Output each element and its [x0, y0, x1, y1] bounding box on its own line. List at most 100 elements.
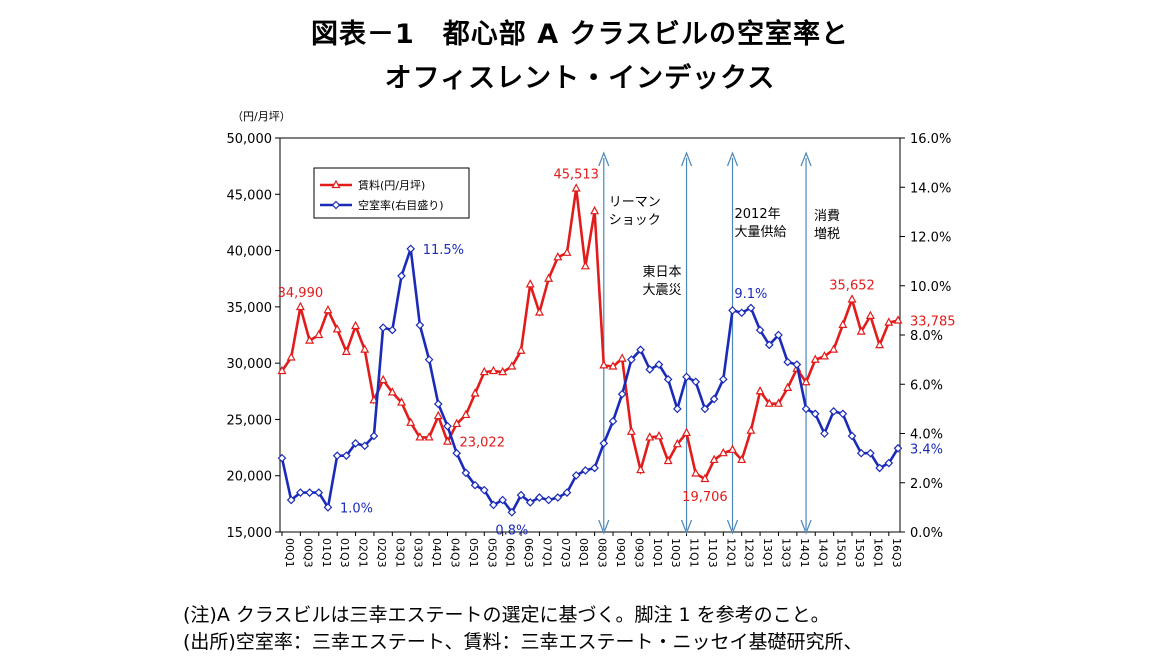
rent-point — [580, 261, 590, 270]
vacancy-point — [507, 507, 517, 517]
y-left-tick-label: 40,000 — [227, 245, 273, 260]
rent-point — [663, 455, 673, 465]
rent-point — [626, 426, 636, 435]
rent-point — [351, 320, 361, 330]
footnote-note: (注)A クラスビルは三幸エステートの選定に基づく。脚注 1 を参考のこと。 — [183, 604, 830, 626]
vacancy-point — [838, 409, 848, 419]
y-right-tick-label: 6.0% — [910, 378, 943, 393]
x-tick-label: 13Q1 — [761, 538, 774, 568]
vacancy-point — [562, 488, 572, 497]
event-arrow-down — [800, 519, 812, 535]
rent-point — [893, 315, 903, 324]
vacancy-point — [617, 389, 627, 399]
rent-point — [488, 365, 498, 375]
rent-point — [847, 294, 857, 303]
data-label: 9.1% — [734, 287, 767, 302]
rent-point — [498, 366, 508, 376]
vacancy-point — [332, 451, 342, 461]
vacancy-point — [866, 448, 875, 458]
y-right-tick-label: 14.0% — [910, 181, 951, 196]
rent-point — [544, 273, 554, 282]
vacancy-point — [718, 374, 728, 384]
vacancy-point — [489, 500, 498, 510]
x-tick-label: 05Q1 — [467, 538, 480, 568]
x-tick-label: 10Q1 — [651, 538, 664, 568]
vacancy-point — [516, 490, 526, 500]
event-arrow-up — [598, 151, 610, 167]
rent-point — [865, 310, 875, 319]
y-left-tick-label: 35,000 — [227, 301, 273, 316]
vacancy-point — [608, 416, 618, 426]
vacancy-point — [314, 488, 324, 497]
vacancy-point — [755, 325, 765, 335]
x-tick-label: 06Q1 — [504, 538, 517, 568]
x-tick-label: 08Q1 — [577, 538, 590, 568]
rent-point — [341, 346, 351, 355]
vacancy-point — [737, 308, 747, 318]
x-tick-label: 07Q1 — [540, 538, 553, 568]
legend-label: 賃料(円/月坪) — [358, 178, 425, 192]
vacancy-point — [406, 244, 416, 254]
rent-point — [323, 304, 333, 314]
event-arrow-up — [726, 151, 739, 167]
rent-point — [461, 409, 471, 419]
vacancy-point — [525, 498, 535, 507]
x-tick-label: 15Q3 — [853, 538, 866, 568]
rent-point — [452, 418, 462, 428]
event-label: 大震災 — [643, 283, 682, 298]
vacancy-point — [599, 439, 609, 448]
x-tick-label: 11Q1 — [688, 538, 701, 568]
rent-point — [415, 432, 425, 441]
rent-point — [442, 436, 452, 445]
vacancy-point — [801, 404, 811, 414]
y-right-tick-label: 0.0% — [910, 526, 943, 541]
rent-point — [764, 398, 774, 407]
vacancy-point — [663, 374, 673, 384]
rent-point — [636, 464, 646, 474]
rent-point — [819, 351, 829, 360]
x-tick-label: 08Q3 — [596, 538, 609, 568]
vacancy-point — [820, 429, 829, 438]
vacancy-point — [433, 399, 443, 409]
data-label: 0.8% — [495, 523, 528, 538]
x-tick-label: 10Q3 — [669, 538, 682, 568]
rent-point — [700, 473, 710, 483]
y-right-tick-label: 10.0% — [910, 280, 951, 295]
vacancy-point — [323, 503, 333, 512]
y-right-tick-label: 8.0% — [910, 329, 943, 344]
x-tick-label: 00Q1 — [283, 538, 296, 568]
rent-point — [875, 339, 885, 349]
event-label: ショック — [609, 213, 661, 228]
rent-point — [295, 301, 305, 311]
legend-label: 空室率(右目盛り) — [358, 198, 444, 212]
x-tick-label: 14Q1 — [798, 538, 811, 568]
event-label: リーマン — [609, 195, 661, 210]
rent-point — [810, 354, 820, 363]
rent-point — [286, 352, 296, 361]
event-arrow-up — [680, 151, 693, 167]
vacancy-point — [682, 372, 691, 382]
x-tick-label: 13Q3 — [779, 538, 792, 568]
y-left-unit-label: （円/月坪） — [232, 110, 291, 123]
rent-point — [562, 247, 572, 256]
y-right-tick-label: 16.0% — [910, 132, 951, 147]
legend-marker-triangle — [331, 179, 341, 189]
vacancy-point — [728, 306, 737, 315]
vacancy-point — [296, 488, 305, 497]
legend-box — [313, 167, 470, 219]
data-label: 34,990 — [278, 286, 324, 301]
rent-point — [470, 388, 480, 397]
vacancy-point — [553, 493, 563, 502]
vacancy-point — [893, 443, 903, 453]
chart-title-line2: オフィスレント・インデックス — [384, 63, 776, 94]
vacancy-point — [691, 377, 701, 387]
vacancy-point — [461, 468, 471, 478]
rent-point — [534, 307, 544, 316]
data-label: 45,513 — [553, 168, 599, 183]
event-label: 2012年 — [735, 207, 781, 222]
rent-point — [314, 329, 324, 339]
vacancy-point — [783, 357, 793, 367]
x-tick-label: 03Q1 — [393, 538, 406, 568]
vacancy-point — [535, 493, 544, 502]
event-arrow-up — [800, 151, 812, 167]
